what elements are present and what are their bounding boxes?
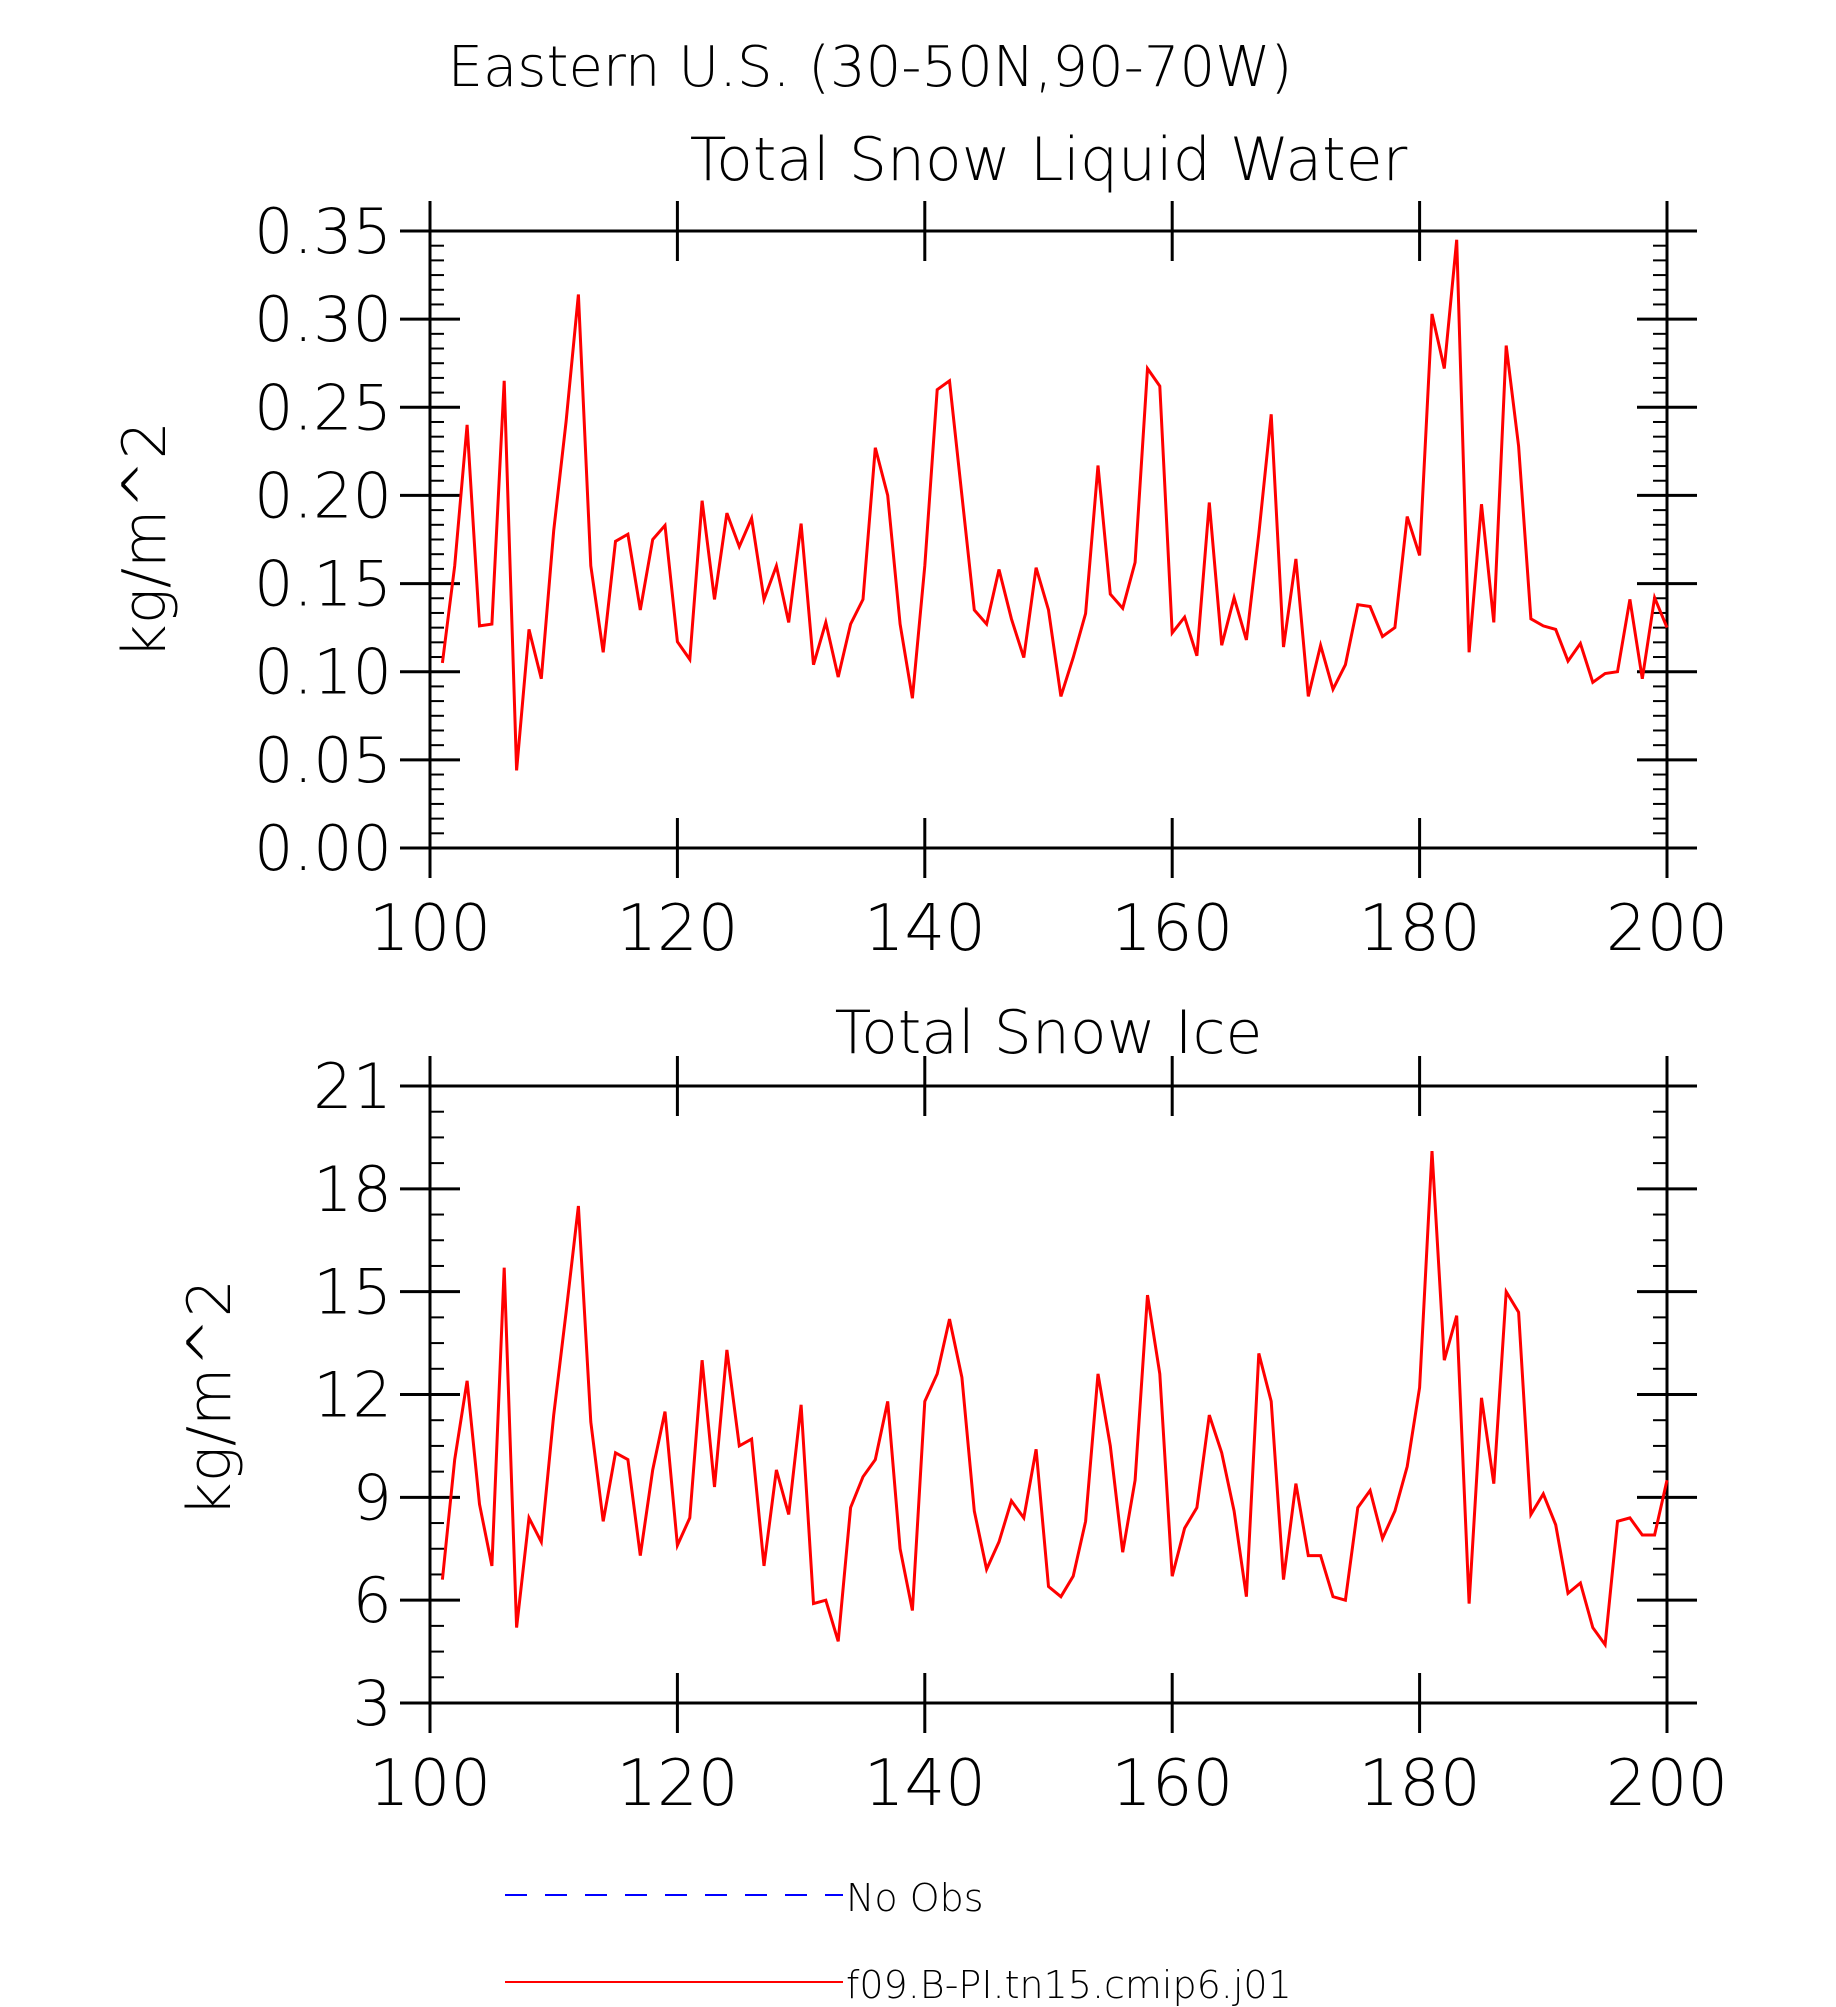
x-tick-label: 140 — [864, 892, 986, 966]
y-tick-label: 12 — [313, 1359, 392, 1432]
y-tick-label: 3 — [353, 1667, 392, 1740]
y-tick-label: 0.35 — [254, 195, 392, 268]
y-tick-label: 0.30 — [254, 283, 392, 356]
legend-label: No Obs — [846, 1876, 984, 1920]
series-line — [440, 1151, 1669, 1649]
y-tick-label: 0.00 — [254, 812, 392, 885]
figure-title: Eastern U.S. (30-50N,90-70W) — [448, 35, 1293, 100]
y-tick-label: 0.10 — [254, 636, 392, 709]
y-axis-label: kg/m^2 — [110, 421, 180, 659]
y-tick-label: 0.05 — [254, 724, 392, 797]
series-line — [440, 239, 1669, 771]
chart-title: Total Snow Liquid Water — [690, 125, 1408, 195]
y-tick-label: 21 — [313, 1050, 392, 1123]
x-tick-label: 140 — [864, 1747, 986, 1821]
x-tick-label: 100 — [369, 1747, 491, 1821]
x-tick-label: 180 — [1359, 892, 1481, 966]
y-tick-label: 0.20 — [254, 459, 392, 532]
x-tick-label: 180 — [1359, 1747, 1481, 1821]
x-tick-label: 200 — [1606, 892, 1728, 966]
plot-frame — [428, 229, 1669, 850]
chart-title: Total Snow Ice — [835, 998, 1263, 1068]
x-tick-label: 100 — [369, 892, 491, 966]
x-tick-label: 160 — [1111, 1747, 1233, 1821]
y-tick-label: 9 — [353, 1461, 392, 1534]
x-tick-label: 200 — [1606, 1747, 1728, 1821]
panel-snow-liquid-water: Total Snow Liquid Water kg/m^2 100 120 140 16… — [110, 125, 1728, 966]
legend-label: f09.B-PI.tn15.cmip6.j01 — [846, 1963, 1292, 2007]
y-tick-label: 18 — [313, 1153, 392, 1226]
plot-frame — [428, 1084, 1669, 1705]
y-tick-label: 0.25 — [254, 371, 392, 444]
y-axis-label: kg/m^2 — [175, 1279, 245, 1517]
x-tick-label: 120 — [616, 1747, 738, 1821]
x-tick-label: 160 — [1111, 892, 1233, 966]
legend: No Obs f09.B-PI.tn15.cmip6.j01 — [505, 1876, 1292, 2007]
y-tick-label: 0.15 — [254, 548, 392, 621]
x-tick-label: 120 — [616, 892, 738, 966]
panel-snow-ice: Total Snow Ice kg/m^2 100 120 140 160 180 200 3 6… — [175, 998, 1728, 1821]
y-tick-label: 6 — [353, 1564, 392, 1637]
y-tick-label: 15 — [313, 1256, 392, 1329]
